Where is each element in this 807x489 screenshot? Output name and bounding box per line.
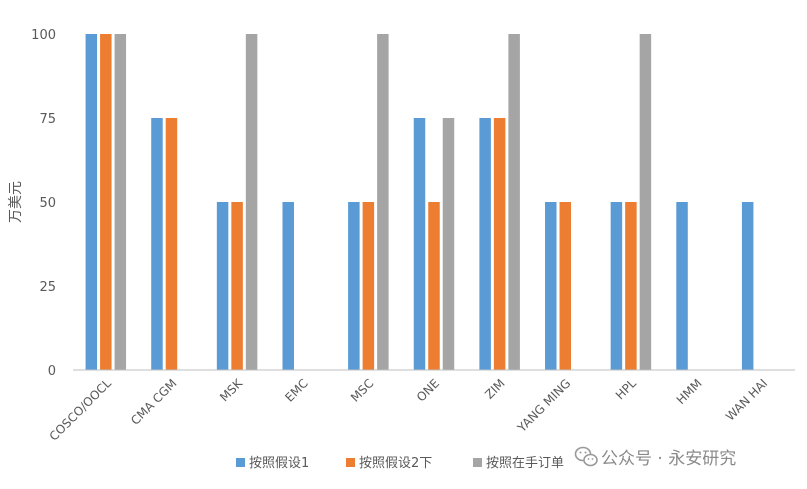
y-tick-labels: 0 25 50 75 100 <box>31 28 56 379</box>
bar <box>114 34 127 370</box>
bar <box>741 202 754 370</box>
category-label: HMM <box>674 376 705 407</box>
legend-label: 按照假设1 <box>249 456 309 471</box>
bar <box>559 202 572 370</box>
bar <box>545 202 557 370</box>
category-label: COSCO/OOCL <box>47 376 115 444</box>
legend-label: 按照在手订单 <box>486 456 564 471</box>
category-label: EMC <box>282 376 311 405</box>
legend: 按照假设1 按照假设2下 按照在手订单 <box>236 456 564 471</box>
bar <box>377 34 389 370</box>
bar <box>625 202 637 370</box>
bar <box>508 34 520 370</box>
bars <box>85 34 754 370</box>
y-tick-label: 50 <box>39 196 56 211</box>
y-tick-label: 75 <box>39 112 56 127</box>
bar <box>216 202 229 370</box>
bar <box>362 202 375 370</box>
bar <box>610 202 623 370</box>
legend-label: 按照假设2下 <box>359 456 432 471</box>
bar <box>282 202 294 370</box>
bar <box>165 118 178 370</box>
bar <box>479 118 491 370</box>
category-label: ONE <box>414 376 442 404</box>
bar <box>100 34 112 370</box>
category-label: ZIM <box>482 376 508 402</box>
bar <box>245 34 258 370</box>
category-label: HPL <box>613 376 639 402</box>
bar <box>413 118 426 370</box>
category-label: MSC <box>348 376 377 405</box>
watermark: 公众号 · 永安研究 <box>574 446 736 469</box>
y-axis-title: 万美元 <box>8 181 24 223</box>
bar <box>348 202 360 370</box>
legend-swatch <box>346 458 355 467</box>
category-label: CMA CGM <box>128 376 179 427</box>
y-tick-label: 0 <box>48 364 56 379</box>
category-label: MSK <box>217 375 246 404</box>
bar <box>151 118 163 370</box>
watermark-text: 公众号 · 永安研究 <box>601 449 736 469</box>
bar <box>639 34 652 370</box>
y-tick-label: 100 <box>31 28 56 43</box>
y-axis-title-group: 万美元 <box>8 181 24 223</box>
bar <box>428 202 440 370</box>
bar <box>676 202 688 370</box>
category-label: WAN HAI <box>723 376 770 423</box>
bar <box>85 34 98 370</box>
bar <box>493 118 506 370</box>
bar <box>231 202 243 370</box>
category-label: YANG MING <box>514 376 573 435</box>
bar <box>442 118 455 370</box>
legend-swatch <box>236 458 245 467</box>
legend-swatch <box>473 458 482 467</box>
category-labels: COSCO/OOCL CMA CGM MSK EMC MSC ONE ZIM YANG MIN… <box>47 375 771 443</box>
y-tick-label: 25 <box>39 280 56 295</box>
wechat-icon <box>574 446 598 467</box>
